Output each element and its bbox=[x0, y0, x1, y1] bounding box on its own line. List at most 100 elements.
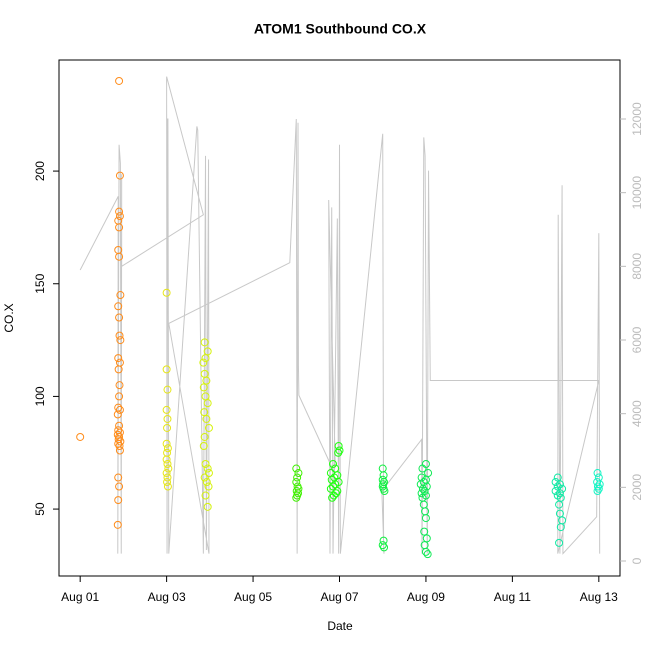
data-point bbox=[418, 464, 427, 473]
data-point bbox=[204, 482, 213, 491]
x-tick-label: Aug 05 bbox=[234, 590, 272, 604]
data-point bbox=[294, 469, 303, 478]
data-point bbox=[162, 469, 171, 478]
y2-tick-label: 4000 bbox=[630, 400, 644, 427]
data-point bbox=[163, 473, 172, 482]
data-point bbox=[418, 484, 427, 493]
data-point bbox=[380, 543, 389, 552]
x-tick-label: Aug 13 bbox=[580, 590, 618, 604]
data-point bbox=[335, 446, 344, 455]
y2-tick-label: 6000 bbox=[630, 326, 644, 353]
data-point bbox=[115, 223, 124, 232]
data-point bbox=[329, 491, 338, 500]
data-point bbox=[551, 487, 560, 496]
data-point bbox=[421, 547, 430, 556]
data-point bbox=[292, 464, 301, 473]
data-point bbox=[163, 478, 172, 487]
data-point bbox=[423, 550, 432, 559]
data-point bbox=[421, 514, 430, 523]
data-point bbox=[163, 482, 172, 491]
data-point bbox=[114, 473, 123, 482]
data-point bbox=[380, 487, 389, 496]
y-tick-label: 150 bbox=[33, 273, 47, 293]
data-point bbox=[204, 423, 213, 432]
data-point bbox=[202, 478, 211, 487]
data-point bbox=[332, 489, 341, 498]
data-point bbox=[329, 482, 338, 491]
data-point bbox=[115, 482, 124, 491]
y-tick-label: 50 bbox=[33, 502, 47, 516]
data-point bbox=[115, 76, 124, 85]
data-point bbox=[115, 381, 124, 390]
data-point bbox=[163, 423, 172, 432]
data-point bbox=[162, 439, 171, 448]
data-point bbox=[116, 437, 125, 446]
data-point bbox=[113, 520, 122, 529]
data-point bbox=[163, 385, 172, 394]
data-point bbox=[328, 493, 337, 502]
y2-tick-label: 0 bbox=[630, 557, 644, 564]
data-point bbox=[115, 171, 124, 180]
data-point bbox=[201, 491, 210, 500]
data-point bbox=[199, 383, 208, 392]
data-point bbox=[203, 464, 212, 473]
data-point bbox=[162, 455, 171, 464]
data-point bbox=[200, 473, 209, 482]
data-point bbox=[163, 444, 172, 453]
data-point bbox=[76, 432, 85, 441]
chart-title: ATOM1 Southbound CO.X bbox=[254, 21, 427, 37]
data-point bbox=[114, 354, 123, 363]
data-point bbox=[334, 448, 343, 457]
data-point bbox=[293, 473, 302, 482]
y2-tick-label: 8000 bbox=[630, 253, 644, 280]
data-point bbox=[116, 336, 125, 345]
data-point bbox=[204, 469, 213, 478]
data-point bbox=[203, 502, 212, 511]
data-point bbox=[593, 487, 602, 496]
data-point bbox=[162, 365, 171, 374]
data-point bbox=[115, 405, 124, 414]
data-point bbox=[116, 291, 125, 300]
data-point bbox=[115, 441, 124, 450]
data-point bbox=[555, 489, 564, 498]
x-tick-label: Aug 09 bbox=[407, 590, 445, 604]
data-point bbox=[115, 207, 124, 216]
x-tick-label: Aug 07 bbox=[320, 590, 358, 604]
data-point bbox=[555, 538, 564, 547]
data-point bbox=[115, 313, 124, 322]
data-point bbox=[162, 288, 171, 297]
y-tick-label: 100 bbox=[33, 386, 47, 406]
data-point bbox=[201, 460, 210, 469]
data-point bbox=[203, 399, 212, 408]
data-point bbox=[292, 493, 301, 502]
data-point bbox=[200, 432, 209, 441]
data-point bbox=[329, 460, 338, 469]
data-point bbox=[114, 302, 123, 311]
data-point bbox=[113, 430, 122, 439]
data-point bbox=[200, 338, 209, 347]
x-tick-label: Aug 03 bbox=[148, 590, 186, 604]
data-point bbox=[199, 358, 208, 367]
y2-tick-label: 12000 bbox=[630, 102, 644, 136]
data-point bbox=[422, 482, 431, 491]
data-point bbox=[202, 376, 211, 385]
data-point bbox=[417, 489, 426, 498]
y2-tick-label: 10000 bbox=[630, 176, 644, 210]
x-tick-label: Aug 11 bbox=[494, 590, 531, 604]
data-point bbox=[115, 392, 124, 401]
data-point bbox=[163, 460, 172, 469]
data-point bbox=[551, 478, 560, 487]
data-point bbox=[556, 523, 565, 532]
data-point bbox=[202, 414, 211, 423]
data-point bbox=[164, 464, 173, 473]
x-tick-label: Aug 01 bbox=[61, 590, 99, 604]
data-point bbox=[555, 500, 564, 509]
data-point bbox=[113, 410, 122, 419]
data-point bbox=[201, 354, 210, 363]
data-point bbox=[163, 414, 172, 423]
data-point bbox=[114, 365, 123, 374]
y-tick-label: 200 bbox=[33, 161, 47, 181]
data-point bbox=[115, 252, 124, 261]
